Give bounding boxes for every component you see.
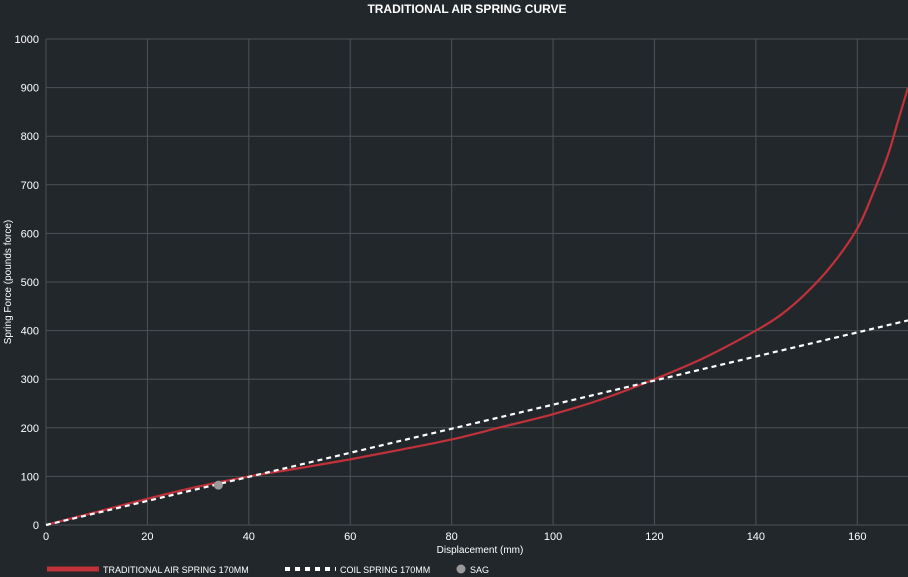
y-tick-label: 1000 [15,34,39,46]
y-tick-label: 900 [21,83,39,95]
series-lines [45,87,908,527]
x-tick-label: 40 [243,531,255,543]
x-tick-labels: 0 20 40 60 80 100 120 140 160 [43,531,867,543]
x-tick-label: 60 [344,531,356,543]
chart-title: TRADITIONAL AIR SPRING CURVE [367,2,566,16]
y-tick-label: 200 [21,423,39,435]
coil-spring-line [45,319,908,527]
x-tick-label: 20 [141,531,153,543]
legend-label-sag: SAG [470,565,489,575]
y-tick-label: 600 [21,228,39,240]
x-tick-label: 80 [446,531,458,543]
x-axis-label: Displacement (mm) [437,545,524,556]
y-tick-label: 0 [33,520,39,532]
legend: TRADITIONAL AIR SPRING 170MM COIL SPRING… [47,564,489,575]
y-tick-label: 100 [21,471,39,483]
x-tick-label: 100 [544,531,562,543]
grid [45,38,908,526]
y-tick-label: 300 [21,374,39,386]
legend-swatch-sag [456,564,466,574]
x-tick-label: 160 [848,531,866,543]
y-tick-labels: 0 100 200 300 400 500 600 700 800 900 1000 [15,34,39,532]
x-tick-label: 0 [43,531,49,543]
y-tick-label: 700 [21,180,39,192]
y-tick-label: 500 [21,277,39,289]
x-tick-label: 120 [645,531,663,543]
y-tick-label: 400 [21,326,39,338]
y-axis-label: Spring Force (pounds force) [3,220,14,345]
x-tick-label: 140 [747,531,765,543]
air-spring-curve [45,87,908,527]
legend-label-coil-spring: COIL SPRING 170MM [340,565,430,575]
legend-label-air-spring: TRADITIONAL AIR SPRING 170MM [103,565,249,575]
y-tick-label: 800 [21,131,39,143]
sag-point [213,480,223,490]
